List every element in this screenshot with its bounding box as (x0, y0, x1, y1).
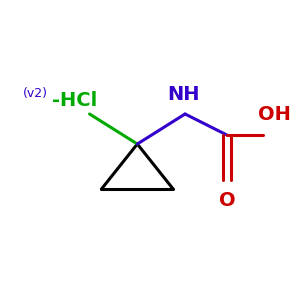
Text: OH: OH (258, 106, 291, 124)
Text: -HCl: -HCl (52, 91, 98, 110)
Text: (v2): (v2) (22, 86, 47, 100)
Text: NH: NH (167, 85, 200, 104)
Text: O: O (219, 190, 236, 209)
